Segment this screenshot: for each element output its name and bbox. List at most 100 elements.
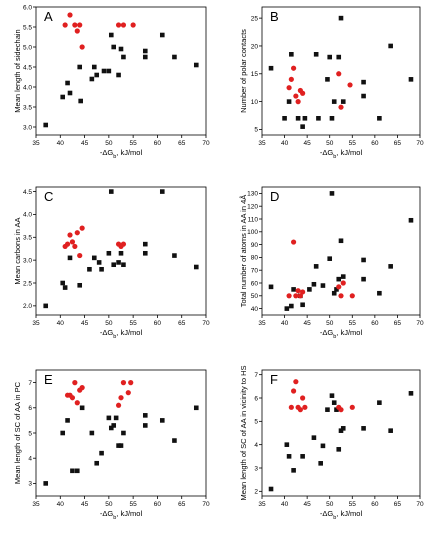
y-tick-label: 3.5 bbox=[23, 235, 32, 242]
data-point-black bbox=[99, 266, 104, 272]
panel-letter: D bbox=[270, 189, 279, 204]
data-point-black bbox=[67, 255, 73, 261]
data-point-black bbox=[106, 68, 112, 74]
plot-frame bbox=[35, 6, 207, 136]
data-point-black bbox=[118, 443, 124, 448]
x-axis-title: -ΔGb, kJ/mol bbox=[100, 328, 143, 340]
x-axis-title: -ΔGb, kJ/mol bbox=[320, 509, 363, 521]
data-point-red bbox=[291, 239, 297, 245]
x-tick-label: 60 bbox=[154, 320, 162, 327]
data-point-red bbox=[297, 407, 303, 413]
data-point-red bbox=[349, 404, 355, 410]
data-point-black bbox=[60, 430, 66, 436]
data-point-black bbox=[300, 124, 305, 129]
data-point-black bbox=[142, 48, 148, 54]
y-tick-label: 7 bbox=[254, 372, 258, 379]
x-tick-label: 45 bbox=[81, 320, 89, 327]
y-tick-label: 90 bbox=[251, 242, 259, 249]
data-point-red bbox=[72, 22, 78, 28]
data-point-black bbox=[327, 54, 333, 60]
data-point-red bbox=[69, 395, 76, 401]
y-tick-label: 120 bbox=[247, 204, 258, 211]
data-point-black bbox=[295, 116, 301, 121]
data-point-black bbox=[361, 93, 366, 99]
data-point-black bbox=[334, 287, 339, 292]
data-point-black bbox=[320, 443, 326, 449]
panel-d: 35 40 45 50 55 60 65 70 40 50 60 70 80 90 100 110 120 130… bbox=[239, 186, 424, 340]
data-point-black bbox=[62, 285, 68, 290]
data-point-red bbox=[64, 241, 71, 247]
data-point-red bbox=[69, 239, 76, 245]
data-point-black bbox=[300, 454, 305, 459]
data-point-black bbox=[116, 72, 121, 78]
data-point-black bbox=[96, 260, 102, 265]
data-point-black bbox=[289, 52, 294, 57]
x-tick-label: 55 bbox=[349, 320, 357, 327]
data-point-red bbox=[295, 99, 301, 105]
data-point-black bbox=[318, 461, 323, 466]
y-tick-label: 4.0 bbox=[23, 212, 32, 219]
data-point-red bbox=[293, 379, 299, 385]
y-tick-label: 110 bbox=[248, 216, 259, 223]
x-tick-label: 55 bbox=[349, 501, 357, 508]
x-tick-label: 40 bbox=[281, 320, 289, 327]
x-tick-label: 70 bbox=[416, 140, 424, 147]
data-point-black bbox=[142, 423, 148, 428]
data-point-black bbox=[268, 284, 274, 290]
x-tick-label: 35 bbox=[258, 140, 266, 147]
y-tick-label: 4.5 bbox=[23, 64, 32, 71]
y-tick-label: 5.5 bbox=[23, 24, 32, 31]
data-point-black bbox=[361, 257, 366, 263]
y-tick-label: 3 bbox=[28, 481, 32, 488]
data-point-black bbox=[338, 428, 344, 433]
x-axis-title: -ΔGb, kJ/mol bbox=[100, 148, 143, 160]
data-point-red bbox=[120, 380, 127, 386]
plot-frame bbox=[261, 186, 421, 316]
data-point-red bbox=[67, 12, 73, 18]
data-point-red bbox=[128, 380, 134, 386]
data-point-black bbox=[89, 430, 95, 436]
y-tick-label: 3.5 bbox=[23, 104, 32, 111]
data-point-black bbox=[94, 72, 100, 78]
x-tick-label: 35 bbox=[32, 320, 40, 327]
x-tick-label: 65 bbox=[394, 501, 402, 508]
data-point-black bbox=[142, 54, 148, 60]
x-tick-label: 70 bbox=[416, 320, 424, 327]
y-tick-label: 4 bbox=[254, 442, 258, 449]
data-point-black bbox=[65, 418, 70, 423]
data-point-black bbox=[291, 468, 296, 473]
x-tick-label: 45 bbox=[81, 140, 89, 147]
data-point-black bbox=[388, 428, 393, 433]
data-point-black bbox=[77, 64, 83, 70]
y-tick-label: 15 bbox=[251, 71, 259, 78]
x-tick-label: 60 bbox=[371, 501, 379, 508]
y-tick-label: 80 bbox=[251, 255, 259, 262]
data-point-red bbox=[300, 289, 306, 295]
data-point-black bbox=[311, 281, 317, 287]
x-tick-label: 60 bbox=[371, 320, 379, 327]
data-point-red bbox=[120, 241, 127, 247]
data-point-black bbox=[43, 122, 49, 128]
data-point-black bbox=[193, 264, 199, 270]
data-point-black bbox=[116, 443, 121, 448]
data-point-black bbox=[284, 306, 290, 311]
data-point-red bbox=[291, 65, 297, 71]
data-point-red bbox=[293, 93, 299, 99]
x-tick-label: 65 bbox=[394, 320, 402, 327]
x-tick-label: 45 bbox=[304, 320, 312, 327]
x-tick-label: 55 bbox=[130, 320, 138, 327]
data-point-red bbox=[74, 28, 80, 34]
data-point-black bbox=[329, 393, 335, 398]
data-point-red bbox=[62, 22, 68, 28]
x-tick-label: 40 bbox=[281, 501, 289, 508]
data-point-black bbox=[300, 302, 305, 308]
data-point-black bbox=[408, 217, 414, 223]
x-tick-label: 35 bbox=[32, 140, 40, 147]
data-point-black bbox=[193, 62, 199, 68]
y-tick-label: 2 bbox=[254, 489, 258, 496]
data-point-black bbox=[388, 43, 393, 49]
data-point-black bbox=[193, 405, 199, 411]
data-point-black bbox=[79, 405, 85, 411]
